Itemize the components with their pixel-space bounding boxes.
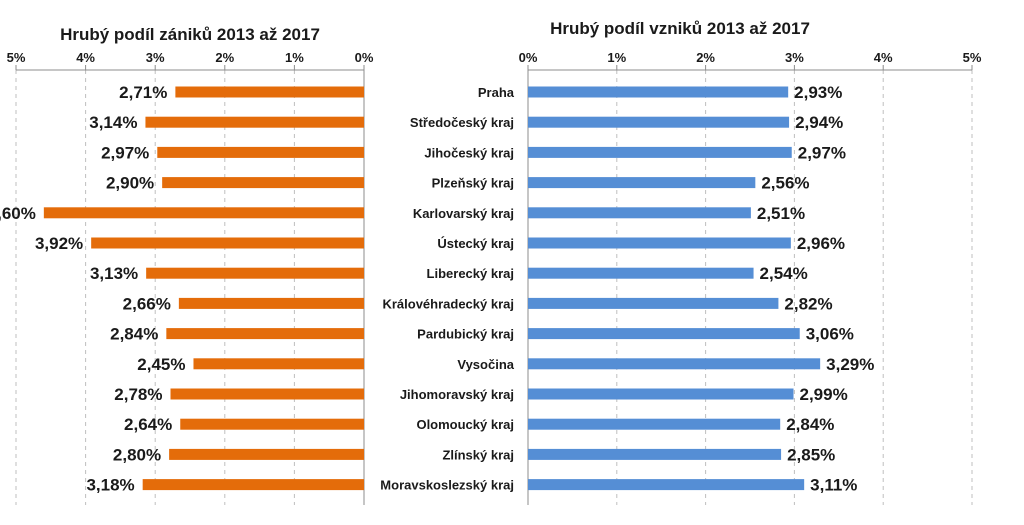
left-tick-label: 4% xyxy=(76,50,95,65)
left-value-label: 3,92% xyxy=(35,234,83,253)
right-bar xyxy=(528,177,756,189)
right-value-label: 2,82% xyxy=(784,294,832,313)
right-chart-title: Hrubý podíl vzniků 2013 až 2017 xyxy=(550,19,810,38)
left-bar xyxy=(169,448,364,460)
right-value-label: 2,99% xyxy=(800,385,848,404)
right-value-label: 2,94% xyxy=(795,113,843,132)
left-bar xyxy=(178,297,364,309)
right-value-label: 2,96% xyxy=(797,234,845,253)
left-value-label: 2,78% xyxy=(114,385,162,404)
left-value-label: 3,14% xyxy=(89,113,137,132)
right-bar xyxy=(528,388,794,400)
left-value-label: 2,90% xyxy=(106,174,154,193)
right-bar xyxy=(528,297,779,309)
right-value-label: 3,11% xyxy=(810,476,857,495)
right-value-label: 2,85% xyxy=(787,445,835,464)
right-bar xyxy=(528,116,790,128)
left-bar xyxy=(43,207,365,219)
right-value-label: 2,54% xyxy=(760,264,808,283)
left-bar xyxy=(170,388,364,400)
right-value-label: 3,06% xyxy=(806,325,854,344)
right-bar xyxy=(528,207,751,219)
right-tick-label: 2% xyxy=(696,50,715,65)
left-bar xyxy=(91,237,364,249)
left-bar xyxy=(162,177,364,189)
left-chart-zaniky: 5% 4% 3% 2% 1% 0% 2,71% 3,14% 2,97% 2,90% 4,60% 3,9… xyxy=(0,50,374,505)
left-value-label: 2,71% xyxy=(119,83,167,102)
left-bar xyxy=(193,358,364,370)
category-label: Liberecký kraj xyxy=(427,266,514,281)
left-value-label: 2,97% xyxy=(101,143,149,162)
category-label: Jihočeský kraj xyxy=(424,145,514,160)
left-tick-label: 5% xyxy=(7,50,26,65)
category-label: Karlovarský kraj xyxy=(413,206,514,221)
category-label: Středočeský kraj xyxy=(410,115,514,130)
right-bar xyxy=(528,146,792,158)
left-value-label: 2,84% xyxy=(110,325,158,344)
left-value-label: 4,60% xyxy=(0,204,36,223)
left-bar xyxy=(166,328,364,340)
right-bar xyxy=(528,86,789,98)
category-label: Pardubický kraj xyxy=(417,327,514,342)
left-tick-label: 0% xyxy=(355,50,374,65)
left-bar xyxy=(180,418,364,430)
right-value-label: 2,84% xyxy=(786,415,834,434)
left-value-label: 2,45% xyxy=(137,355,185,374)
right-value-label: 2,56% xyxy=(761,174,809,193)
right-tick-label: 0% xyxy=(519,50,538,65)
right-chart-vzniky: 0% 1% 2% 3% 4% 5% Praha Středočeský kraj Jihočes… xyxy=(380,50,982,505)
right-bar xyxy=(528,358,821,370)
left-value-label: 3,18% xyxy=(86,476,134,495)
right-bar xyxy=(528,237,791,249)
category-label: Královéhradecký kraj xyxy=(382,296,514,311)
right-tick-label: 4% xyxy=(874,50,893,65)
category-label: Praha xyxy=(478,85,515,100)
right-tick-label: 3% xyxy=(785,50,804,65)
right-tick-label: 5% xyxy=(963,50,982,65)
category-label: Jihomoravský kraj xyxy=(400,387,514,402)
left-bar xyxy=(145,116,364,128)
category-label: Moravskoslezský kraj xyxy=(380,478,514,493)
left-tick-label: 2% xyxy=(215,50,234,65)
right-tick-label: 1% xyxy=(607,50,626,65)
right-value-label: 2,93% xyxy=(794,83,842,102)
right-bar xyxy=(528,448,782,460)
left-bar xyxy=(157,146,364,158)
right-value-label: 2,51% xyxy=(757,204,805,223)
left-tick-label: 1% xyxy=(285,50,304,65)
right-bar xyxy=(528,418,781,430)
right-bar xyxy=(528,267,754,279)
left-value-label: 2,64% xyxy=(124,415,172,434)
right-value-label: 2,97% xyxy=(798,143,846,162)
left-value-label: 2,66% xyxy=(123,294,171,313)
left-value-label: 2,80% xyxy=(113,445,161,464)
left-bar xyxy=(146,267,364,279)
category-label: Zlínský kraj xyxy=(442,447,514,462)
category-label: Olomoucký kraj xyxy=(416,417,514,432)
right-bar xyxy=(528,479,805,491)
category-label: Plzeňský kraj xyxy=(432,176,514,191)
category-label: Vysočina xyxy=(457,357,514,372)
category-label: Ústecký kraj xyxy=(437,236,514,251)
left-bar xyxy=(175,86,364,98)
left-chart-title: Hrubý podíl zániků 2013 až 2017 xyxy=(60,25,320,44)
left-value-label: 3,13% xyxy=(90,264,138,283)
right-value-label: 3,29% xyxy=(826,355,874,374)
right-bar xyxy=(528,328,800,340)
left-tick-label: 3% xyxy=(146,50,165,65)
left-bar xyxy=(142,479,364,491)
